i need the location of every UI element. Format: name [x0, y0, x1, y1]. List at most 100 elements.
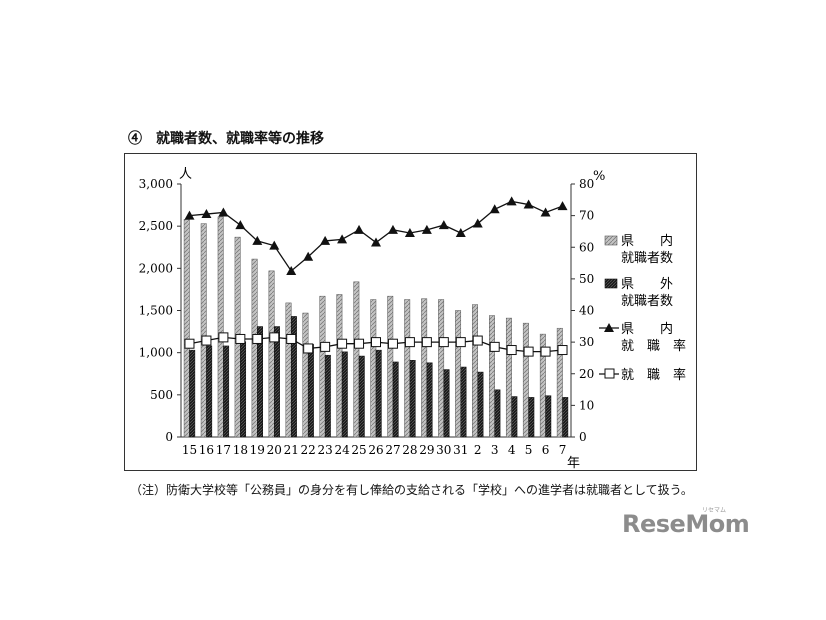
y-right-tick-label: 0 — [579, 430, 587, 444]
bar-prefecture-out — [324, 354, 331, 438]
bar-prefecture-out — [409, 360, 416, 438]
y-right-tick-label: 10 — [579, 398, 594, 412]
bar-prefecture-in — [455, 310, 462, 438]
x-unit: 年 — [567, 456, 580, 471]
point-overall-rate — [557, 345, 568, 356]
bar-prefecture-in — [522, 322, 529, 438]
legend-swatch-prefecture-in — [604, 235, 618, 246]
legend-label-prefecture-in: 就職者数 — [621, 251, 673, 266]
y-left-tick-label: 0 — [165, 430, 173, 444]
point-prefecture-in-rate — [184, 210, 195, 220]
x-tick-label: 6 — [542, 443, 550, 457]
bar-prefecture-in — [251, 258, 258, 438]
x-tick-label: 5 — [525, 443, 533, 457]
x-tick-label: 23 — [317, 443, 332, 457]
bar-prefecture-out — [358, 355, 365, 438]
x-tick-label: 30 — [436, 443, 451, 457]
bar-prefecture-out — [426, 362, 433, 438]
point-overall-rate — [540, 346, 551, 357]
point-overall-rate — [438, 337, 449, 348]
point-overall-rate — [421, 337, 432, 348]
bar-prefecture-out — [307, 343, 314, 438]
point-overall-rate — [269, 332, 280, 343]
point-overall-rate — [320, 341, 331, 352]
watermark-sub: リセマム — [702, 507, 727, 514]
x-tick-label: 26 — [368, 443, 383, 457]
legend-label-prefecture-out: 就職者数 — [621, 294, 673, 309]
point-prefecture-in-rate — [472, 218, 483, 228]
point-overall-rate — [354, 338, 365, 349]
bar-prefecture-in — [505, 317, 512, 438]
x-tick-label: 4 — [508, 443, 516, 457]
legend-swatch-prefecture-out — [604, 278, 618, 289]
legend-marker-prefecture-in-rate — [604, 323, 614, 332]
bar-prefecture-out — [511, 396, 518, 438]
bar-prefecture-out — [206, 345, 213, 438]
bar-prefecture-out — [545, 395, 552, 438]
y-left-tick-label: 1,000 — [139, 346, 173, 360]
point-overall-rate — [455, 337, 466, 348]
point-overall-rate — [506, 345, 517, 356]
bar-prefecture-in — [387, 295, 394, 438]
bar-prefecture-out — [189, 349, 196, 438]
point-prefecture-in-rate — [387, 224, 398, 234]
bar-prefecture-in — [539, 333, 546, 438]
x-tick-label: 2 — [474, 443, 482, 457]
chart-frame — [124, 153, 697, 471]
x-tick-label: 20 — [267, 443, 282, 457]
bar-prefecture-out — [460, 366, 467, 438]
point-prefecture-in-rate — [286, 265, 297, 275]
bar-prefecture-out — [341, 351, 348, 438]
point-prefecture-in-rate — [523, 199, 534, 209]
bar-prefecture-in — [556, 327, 563, 438]
legend-label-prefecture-out: 県 外 — [621, 277, 673, 292]
bar-prefecture-in — [336, 294, 343, 438]
bar-prefecture-out — [223, 345, 230, 438]
bar-prefecture-in — [489, 315, 495, 438]
legend-label-overall-rate: 就 職 率 — [621, 367, 686, 383]
y-left-tick-label: 3,000 — [139, 177, 173, 191]
bar-prefecture-out — [290, 316, 297, 438]
point-prefecture-in-rate — [252, 235, 263, 245]
x-tick-label: 17 — [216, 443, 231, 457]
y-right-tick-label: 20 — [579, 367, 594, 381]
point-overall-rate — [523, 346, 534, 357]
bar-prefecture-in — [302, 312, 309, 438]
point-prefecture-in-rate — [438, 220, 449, 230]
point-overall-rate — [472, 335, 483, 346]
x-tick-label: 28 — [402, 443, 417, 457]
bar-prefecture-in — [285, 302, 292, 438]
point-overall-rate — [184, 338, 195, 349]
bar-prefecture-in — [183, 219, 190, 438]
bar-prefecture-in — [438, 299, 445, 438]
point-prefecture-in-rate — [404, 228, 415, 238]
legend-label-prefecture-in-rate: 県 内 — [621, 321, 673, 337]
x-tick-label: 18 — [233, 443, 248, 457]
point-prefecture-in-rate — [337, 234, 348, 244]
y-left-tick-label: 500 — [150, 388, 173, 402]
x-tick-label: 27 — [385, 443, 400, 457]
y-right-unit: % — [593, 169, 605, 184]
point-overall-rate — [201, 335, 212, 346]
line-prefecture-in-rate — [189, 200, 563, 272]
point-overall-rate — [286, 333, 297, 344]
point-prefecture-in-rate — [421, 224, 432, 234]
bar-prefecture-in — [353, 281, 360, 438]
y-left-tick-label: 2,500 — [139, 219, 173, 233]
bar-prefecture-in — [421, 298, 428, 438]
y-right-tick-label: 60 — [579, 240, 594, 254]
bar-prefecture-in — [268, 270, 275, 438]
bar-prefecture-out — [494, 389, 501, 438]
footnote: （注）防衛大学校等「公務員」の身分を有し俸給の支給される「学校」への進学者は就職… — [130, 483, 693, 497]
bar-prefecture-out — [443, 369, 450, 438]
y-right-tick-label: 40 — [579, 304, 594, 318]
y-right-tick-label: 80 — [579, 177, 594, 191]
x-tick-label: 22 — [301, 443, 316, 457]
bar-prefecture-in — [472, 304, 478, 438]
y-right-tick-label: 70 — [579, 209, 594, 223]
point-prefecture-in-rate — [320, 235, 331, 245]
x-tick-label: 3 — [491, 443, 499, 457]
point-overall-rate — [371, 337, 381, 348]
point-prefecture-in-rate — [354, 224, 365, 234]
point-overall-rate — [387, 338, 398, 349]
